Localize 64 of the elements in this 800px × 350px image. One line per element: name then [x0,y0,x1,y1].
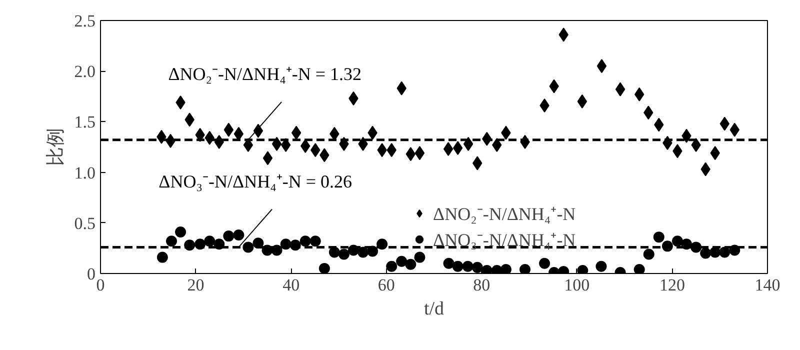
x-tick-label: 20 [187,276,204,294]
point [272,136,282,151]
point [500,264,512,274]
point [310,236,321,247]
y-axis-title: 比例 [45,128,66,166]
point [443,258,454,269]
point [643,248,654,260]
point [491,264,502,274]
point [719,246,730,258]
y-tick-label: 2.0 [74,62,96,82]
y-tick-label: 0.5 [74,214,96,233]
point [175,226,186,238]
point [280,138,291,152]
point [233,230,244,241]
legend-label: ΔNO₂⁻-N/ΔNH₄⁺-N [433,203,576,225]
point [596,260,607,272]
x-axis-title: t/d [424,298,445,320]
point [700,248,712,259]
point [463,136,474,151]
x-tick-label: 60 [378,276,395,294]
point [462,260,474,272]
point [472,262,483,273]
point [338,248,350,260]
point [253,124,264,138]
x-tick-label: 100 [564,276,590,294]
point [452,141,463,156]
point [539,258,550,269]
point [367,246,378,257]
x-tick-label: 140 [754,276,780,294]
point [166,236,177,247]
point [577,264,588,274]
point [223,230,234,242]
legend-label: ΔNO₃⁻-N/ΔNH₄⁺-N [433,229,576,251]
point [405,258,416,270]
point [243,138,254,152]
point [653,232,664,243]
point [615,82,626,96]
point [452,260,464,272]
point [204,236,216,247]
x-tick-label: 120 [659,276,685,294]
point [300,236,311,247]
point [156,252,168,263]
point [318,262,330,274]
y-tick-label: 1.5 [74,112,96,132]
annotation: ΔNO₂⁻-N/ΔNH₄⁺-N = 1.32 [168,64,362,84]
y-tick-label: 2.5 [74,12,96,30]
point [481,264,492,274]
point [386,260,398,272]
x-tick-label: 80 [473,276,490,294]
point [520,264,530,274]
point [414,252,426,263]
point [634,264,645,274]
x-tick-label: 40 [282,276,300,294]
point [358,246,369,258]
point [577,94,588,108]
point [414,146,425,160]
annotation: ΔNO₃⁻-N/ΔNH₄⁺-N = 0.26 [158,171,352,192]
point [262,151,273,166]
point [291,126,302,140]
point [596,59,607,74]
point [672,236,683,247]
point [443,142,454,156]
y-tick-label: 1.0 [74,163,96,182]
point [396,256,408,267]
